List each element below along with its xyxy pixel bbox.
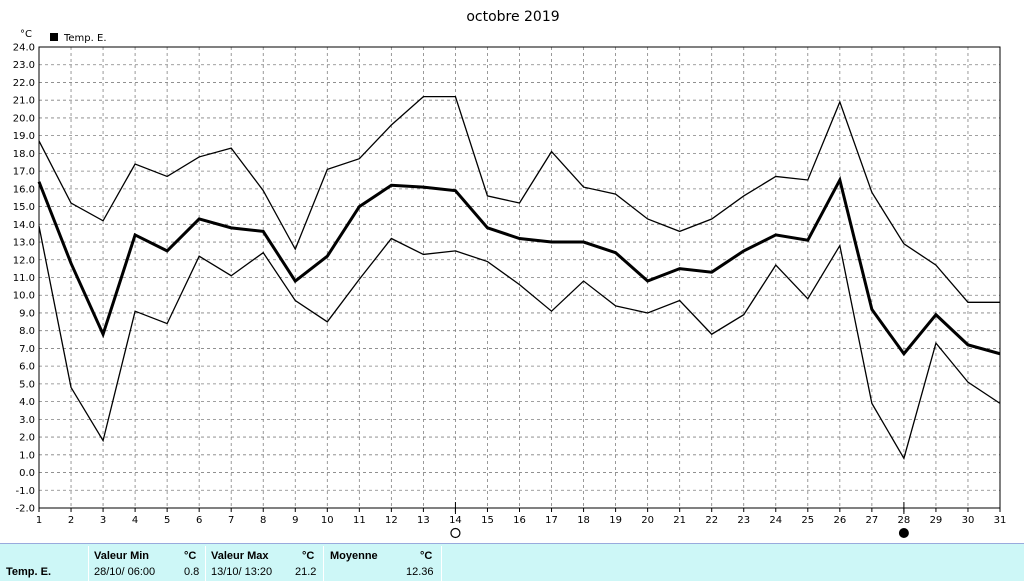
series-line-mean — [37, 175, 1001, 357]
x-tick-label: 14 — [449, 515, 462, 526]
temperature-chart: octobre 2019 °C Temp. E. -2.0 -1.0 0.0 1.0 2… — [13, 9, 1007, 539]
max-unit: °C — [302, 550, 315, 562]
x-tick-label: 7 — [228, 515, 234, 526]
x-tick-label: 18 — [577, 515, 590, 526]
min-unit: °C — [184, 550, 197, 562]
x-tick-label: 17 — [545, 515, 558, 526]
x-tick-label: 19 — [609, 515, 622, 526]
x-tick-label: 12 — [385, 515, 398, 526]
summary-panel: Temp. E. Valeur Min °C 28/10/ 06:00 0.8 … — [0, 543, 1024, 581]
x-tick-label: 28 — [898, 515, 911, 526]
y-tick-label: 14.0 — [13, 220, 35, 231]
x-tick-label: 5 — [164, 515, 170, 526]
y-tick-label: 7.0 — [19, 344, 35, 355]
y-tick-label: 8.0 — [19, 326, 35, 337]
x-tick-label: 8 — [260, 515, 266, 526]
y-tick-label: -1.0 — [15, 486, 35, 497]
max-date: 13/10/ 13:20 — [211, 566, 273, 578]
y-tick-label: 4.0 — [19, 397, 35, 408]
y-tick-label: 20.0 — [13, 113, 35, 124]
y-tick-label: 12.0 — [13, 255, 35, 266]
x-tick-label: 16 — [513, 515, 526, 526]
y-tick-label: -2.0 — [15, 504, 35, 515]
y-tick-label: 6.0 — [19, 362, 35, 373]
max-header: Valeur Max — [211, 550, 269, 562]
x-tick-label: 1 — [36, 515, 42, 526]
summary-row-label: Temp. E. — [6, 566, 52, 578]
y-tick-label: 23.0 — [13, 60, 35, 71]
max-value: 21.2 — [295, 566, 317, 578]
x-tick-label: 15 — [481, 515, 494, 526]
x-tick-label: 30 — [962, 515, 975, 526]
x-tick-label: 11 — [353, 515, 366, 526]
y-tick-label: 21.0 — [13, 96, 35, 107]
x-tick-label: 10 — [321, 515, 334, 526]
y-tick-label: 1.0 — [19, 450, 35, 461]
x-tick-label: 23 — [737, 515, 750, 526]
series-lines — [37, 95, 1001, 461]
y-tick-label: 5.0 — [19, 379, 35, 390]
y-tick-label: 11.0 — [13, 273, 35, 284]
min-value: 0.8 — [184, 566, 200, 578]
x-tick-label: 27 — [865, 515, 878, 526]
min-header: Valeur Min — [94, 550, 150, 562]
y-tick-label: 13.0 — [13, 238, 35, 249]
y-tick-label: 2.0 — [19, 433, 35, 444]
y-tick-label: 18.0 — [13, 149, 35, 160]
x-tick-label: 31 — [994, 515, 1007, 526]
full-moon-icon — [450, 527, 461, 539]
x-tick-label: 2 — [68, 515, 74, 526]
y-tick-label: 17.0 — [13, 167, 35, 178]
y-axis: -2.0 -1.0 0.0 1.0 2.0 3.0 4.0 5.0 6.0 7.0 8.0 9.0 10… — [13, 43, 35, 515]
x-tick-label: 4 — [132, 515, 138, 526]
y-axis-unit: °C — [20, 29, 32, 40]
y-tick-label: 0.0 — [19, 468, 35, 479]
x-tick-label: 22 — [705, 515, 718, 526]
avg-header: Moyenne — [330, 550, 378, 562]
x-tick-label: 21 — [673, 515, 686, 526]
y-tick-label: 3.0 — [19, 415, 35, 426]
y-tick-label: 16.0 — [13, 184, 35, 195]
y-tick-label: 22.0 — [13, 78, 35, 89]
grid — [39, 47, 1000, 508]
moon-phase-markers — [450, 502, 909, 539]
y-tick-label: 9.0 — [19, 308, 35, 319]
avg-unit: °C — [420, 550, 433, 562]
avg-value: 12.36 — [406, 566, 434, 578]
legend-swatch — [50, 33, 58, 41]
x-tick-label: 24 — [769, 515, 782, 526]
y-tick-label: 15.0 — [13, 202, 35, 213]
x-tick-label: 3 — [100, 515, 106, 526]
x-tick-label: 25 — [801, 515, 814, 526]
x-axis: 1 2 3 4 5 6 7 8 9 10 11 12 13 14 15 16 17 18 19 20 21 22 23 24 2… — [36, 508, 1007, 526]
legend-label: Temp. E. — [63, 33, 107, 44]
x-tick-label: 6 — [196, 515, 202, 526]
x-tick-label: 9 — [292, 515, 298, 526]
chart-title: octobre 2019 — [466, 9, 559, 25]
y-tick-label: 19.0 — [13, 131, 35, 142]
x-tick-label: 13 — [417, 515, 430, 526]
x-tick-label: 20 — [641, 515, 654, 526]
series-line-max — [38, 95, 1000, 303]
x-tick-label: 26 — [833, 515, 846, 526]
series-line-min — [38, 225, 1001, 461]
y-tick-label: 10.0 — [13, 291, 35, 302]
y-tick-label: 24.0 — [13, 43, 35, 54]
min-date: 28/10/ 06:00 — [94, 566, 156, 578]
new-moon-icon — [898, 528, 909, 538]
x-tick-label: 29 — [930, 515, 943, 526]
